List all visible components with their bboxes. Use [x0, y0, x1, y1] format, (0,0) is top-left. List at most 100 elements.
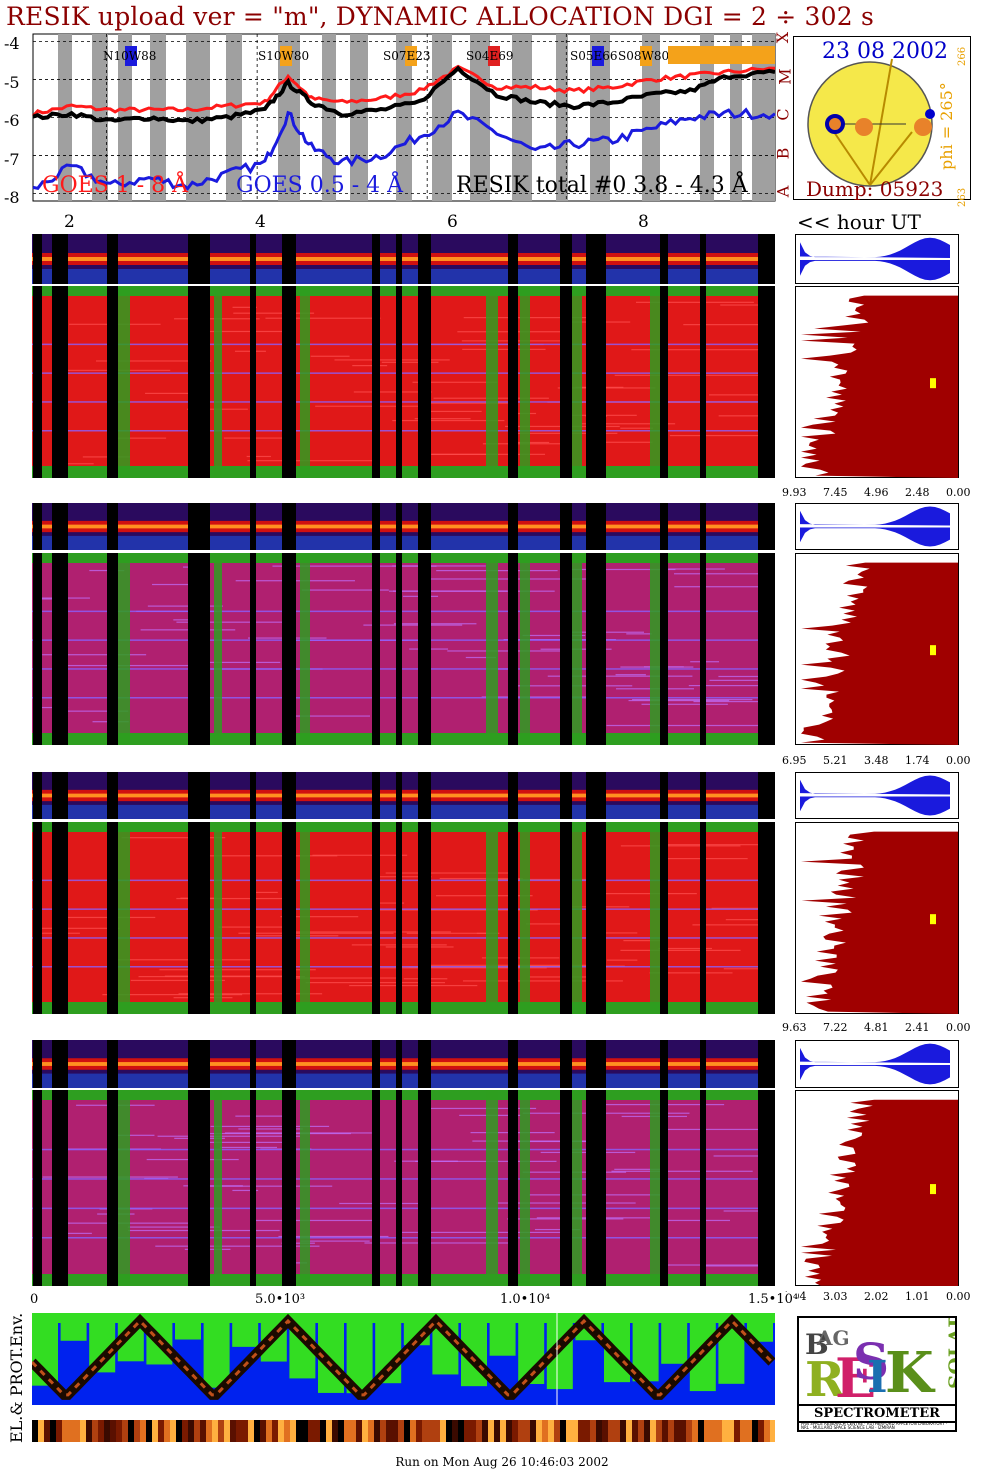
pha-hist-upper [800, 506, 950, 526]
spectrogram-gap [700, 553, 706, 745]
spectrogram-green-col [214, 1090, 222, 1286]
spectrogram-texture [557, 387, 656, 389]
active-regions: N10W88 S10W80 S07E23 S04E69 S05E66 S08W80 [103, 46, 775, 66]
spectrogram-texture [385, 872, 518, 874]
spectrogram-gap [188, 822, 210, 1014]
spectrogram-texture [265, 317, 381, 319]
spectrogram-green-col [214, 286, 222, 478]
env-strip-cell [596, 1420, 602, 1442]
env-strip-cell [578, 1420, 584, 1442]
spectrogram-texture [300, 1240, 370, 1242]
strip-gap [188, 234, 210, 284]
spectrogram-texture [379, 876, 432, 878]
spectrogram-texture [615, 674, 646, 676]
env-strip-cell [680, 1420, 686, 1442]
env-strip-cell [368, 1420, 374, 1442]
env-strip-cell [140, 1420, 146, 1442]
spectrogram-texture [197, 855, 338, 857]
logo-spectrometer: SPECTROMETER [799, 1404, 955, 1423]
pha-hist-lower [800, 260, 950, 281]
spectrogram-gap [586, 286, 606, 478]
page-title: RESIK upload ver = "m", DYNAMIC ALLOCATI… [6, 2, 875, 31]
spectrogram-green-col [650, 553, 660, 745]
env-strip-cell [194, 1420, 200, 1442]
env-strip-cell [506, 1420, 512, 1442]
hist-x-tick: 3.48 [864, 754, 889, 767]
hist-x-tick: 0.00 [946, 1021, 971, 1034]
hist-marker [930, 645, 936, 656]
strip-gap [660, 772, 668, 819]
pha-panel-ch2 [795, 1040, 959, 1088]
spectrogram-texture [522, 1112, 690, 1114]
hist-x-tick: 2.48 [905, 486, 930, 499]
env-strip-cell [224, 1420, 230, 1442]
goes-gap-band [396, 34, 412, 201]
spectrogram-texture [412, 381, 498, 383]
env-strip-cell [260, 1420, 266, 1442]
hist-x-tick: 2.41 [905, 1021, 930, 1034]
env-strip-cell [662, 1420, 668, 1442]
spectrogram-top-band [32, 1090, 775, 1100]
goes-y-tick: -5 [4, 72, 20, 92]
strip-gap [586, 772, 606, 819]
env-strip-cell [134, 1420, 140, 1442]
spectrogram-texture [176, 897, 283, 900]
legend-goes-long: GOES 1 - 8 Å [42, 173, 189, 198]
hist-x-tick: 1.01 [905, 1290, 930, 1303]
spectrogram-texture [235, 1115, 284, 1117]
spectrogram-texture [703, 1265, 775, 1267]
run-timestamp: Run on Mon Aug 26 10:46:03 2002 [395, 1455, 609, 1469]
env-strip-cell [692, 1420, 698, 1442]
spectrogram-gap [372, 286, 380, 478]
region-label: S08W80 [618, 49, 669, 63]
spectrogram-green-col [118, 822, 130, 1014]
env-strip-cell [518, 1420, 524, 1442]
env-strip-cell [422, 1420, 428, 1442]
env-strip-cell [92, 1420, 98, 1442]
spectrogram-gap [758, 286, 775, 478]
spectrogram-gap [282, 822, 296, 1014]
env-strip-cell [470, 1420, 476, 1442]
goes-series-line-0 [31, 64, 776, 118]
spectrogram-texture [301, 589, 389, 591]
spectrogram-gap [418, 1090, 431, 1286]
logo-letter-b: B [805, 1328, 829, 1361]
spectrogram-green-col [486, 822, 498, 1014]
env-strip-cell [620, 1420, 626, 1442]
spectrogram-x-tick: 0 [30, 1292, 39, 1307]
spectrogram-gap [700, 822, 706, 1014]
env-strip-cell [476, 1420, 482, 1442]
spectrogram-texture [447, 650, 564, 652]
env-strip-cell [176, 1420, 182, 1442]
spectrogram-texture [664, 1219, 731, 1222]
spectrogram-gap [107, 1090, 118, 1286]
spectrogram-gap [660, 553, 668, 745]
strip-gap [282, 503, 296, 550]
spectrogram-line [32, 908, 775, 910]
spectrogram-texture [379, 909, 538, 911]
spectrogram-line [32, 879, 775, 882]
spectrogram-texture [611, 1170, 753, 1172]
hour-tick: 4 [255, 212, 266, 232]
strip-gap [188, 772, 210, 819]
env-strip-cell [44, 1420, 50, 1442]
spectrogram-texture [401, 1231, 562, 1234]
spectrogram-top-band [32, 286, 775, 296]
env-strip-cell [242, 1420, 248, 1442]
spectrogram-gap [758, 822, 775, 1014]
env-flux-cell [661, 1319, 688, 1364]
strip-gap [250, 1040, 256, 1088]
hist-x-tick: 7.22 [823, 1021, 848, 1034]
strip-gap [700, 1040, 706, 1088]
spectrogram-texture [620, 427, 654, 429]
spectrogram-ch1 [32, 286, 775, 478]
env-strip-cell [212, 1420, 218, 1442]
strip-gap [700, 234, 706, 284]
spectrogram-texture [393, 623, 477, 625]
hist-x-tick: 4.81 [864, 1021, 889, 1034]
spectrogram-texture [392, 565, 486, 567]
spectrogram-texture [238, 1128, 303, 1130]
hour-tick: 8 [638, 212, 649, 232]
spectrogram-gap [188, 1090, 210, 1286]
spectrogram-gap [560, 822, 572, 1014]
